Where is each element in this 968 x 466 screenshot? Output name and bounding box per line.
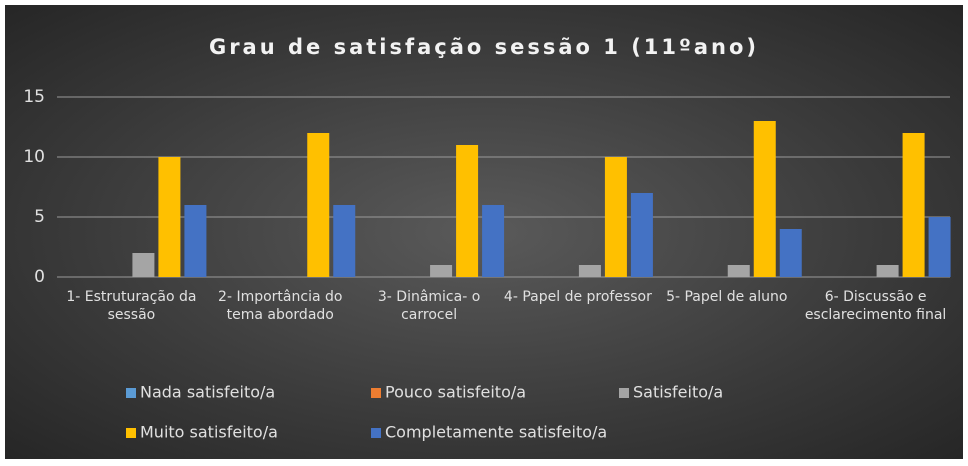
bar xyxy=(902,133,925,277)
chart: Grau de satisfação sessão 1 (11ºano) 0 5 1… xyxy=(23,35,951,442)
bar xyxy=(184,205,207,277)
x-tick-label: 5- Papel de aluno xyxy=(666,289,788,305)
x-tick-label: 3- Dinâmica- o carrocel xyxy=(377,289,481,323)
bar xyxy=(928,217,951,277)
bar xyxy=(456,145,479,277)
bar xyxy=(482,205,505,277)
bar xyxy=(578,265,601,277)
bar xyxy=(630,193,653,277)
x-tick-label: 4- Papel de professor xyxy=(503,289,652,305)
bar xyxy=(307,133,330,277)
bar xyxy=(727,265,750,277)
x-tick-label: 2- Importância do tema abordado xyxy=(218,289,343,323)
legend-swatch xyxy=(371,388,381,398)
legend-label: Satisfeito/a xyxy=(633,383,723,402)
legend-swatch xyxy=(126,428,136,438)
legend-label: Pouco satisfeito/a xyxy=(385,383,526,402)
legend-label: Completamente satisfeito/a xyxy=(385,423,607,442)
bar xyxy=(132,253,155,277)
y-tick-label: 10 xyxy=(23,147,45,167)
legend-swatch xyxy=(371,428,381,438)
y-tick-label: 0 xyxy=(34,267,45,287)
bar xyxy=(158,157,181,277)
y-tick-label: 5 xyxy=(34,207,45,227)
bar xyxy=(753,121,776,277)
x-tick-label: 1- Estruturação da sessão xyxy=(66,289,197,323)
legend-label: Muito satisfeito/a xyxy=(140,423,278,442)
chart-title: Grau de satisfação sessão 1 (11ºano) xyxy=(209,35,759,59)
legend-swatch xyxy=(126,388,136,398)
legend-swatch xyxy=(619,388,629,398)
legend-label: Nada satisfeito/a xyxy=(140,383,275,402)
bar xyxy=(333,205,356,277)
bar xyxy=(779,229,802,277)
x-tick-label: 6- Discussão e esclarecimento final xyxy=(804,289,947,323)
bar xyxy=(604,157,627,277)
bar xyxy=(430,265,453,277)
chart-area: Grau de satisfação sessão 1 (11ºano) 0 5 1… xyxy=(5,5,963,459)
bar xyxy=(876,265,899,277)
y-tick-label: 15 xyxy=(23,87,45,107)
